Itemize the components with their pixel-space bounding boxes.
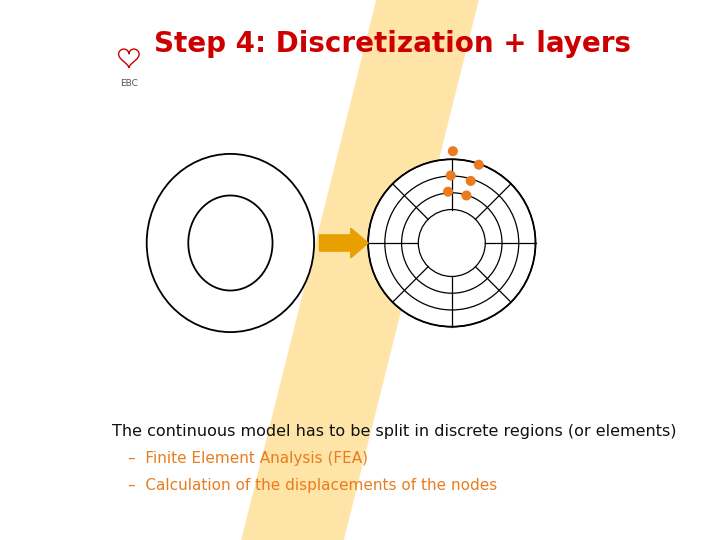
Text: Step 4: Discretization + layers: Step 4: Discretization + layers — [154, 30, 631, 58]
Circle shape — [446, 171, 455, 180]
Circle shape — [462, 191, 471, 200]
Circle shape — [467, 177, 475, 185]
Text: The continuous model has to be split in discrete regions (or elements): The continuous model has to be split in … — [112, 424, 676, 439]
Text: –  Calculation of the displacements of the nodes: – Calculation of the displacements of th… — [128, 478, 497, 493]
Circle shape — [368, 159, 536, 327]
Circle shape — [444, 187, 452, 196]
Text: –  Finite Element Analysis (FEA): – Finite Element Analysis (FEA) — [128, 451, 368, 466]
FancyArrow shape — [320, 228, 368, 258]
Polygon shape — [241, 0, 479, 540]
Text: EBC: EBC — [120, 79, 138, 89]
Ellipse shape — [147, 154, 314, 332]
Circle shape — [474, 160, 483, 169]
Circle shape — [449, 147, 457, 156]
